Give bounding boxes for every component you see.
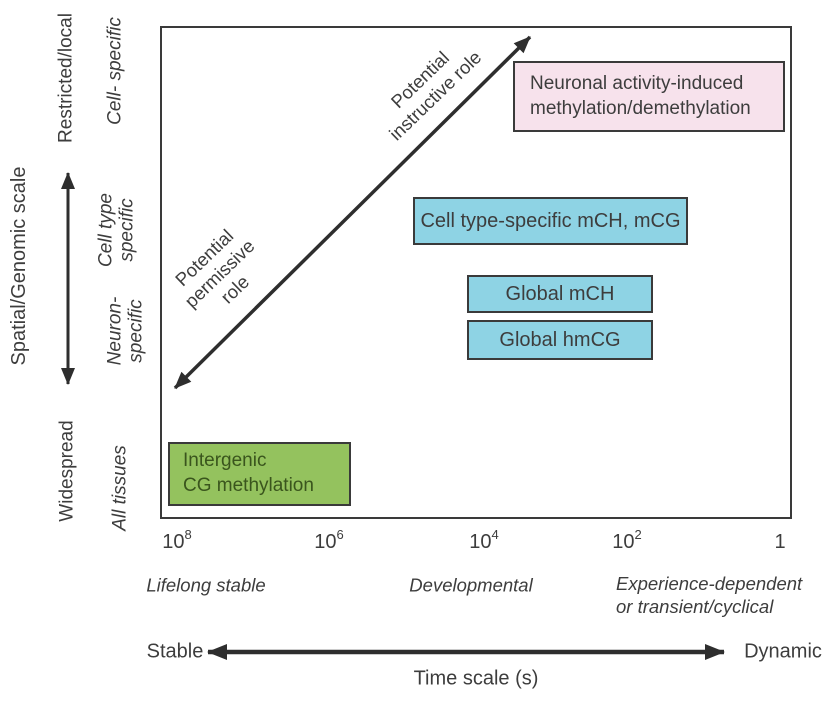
box-global-mch: Global mCH [467,275,653,313]
y-axis-top-label: Restricted/local [55,13,77,143]
tick-exponent: 6 [336,527,344,543]
y-label-cell-type-specific: Cell type specific [95,193,138,267]
x-tick-1: 1 [774,528,785,554]
y-label-all-tissues: All tissues [109,445,131,531]
tick-base: 10 [314,530,337,553]
tick-base: 1 [774,530,786,553]
regime-developmental: Developmental [409,574,533,596]
y-label-neuron-specific: Neuron- specific [104,296,147,366]
box-neuronal-activity-methylation: Neuronal activity-induced methylation/de… [513,61,785,132]
x-tick-1e8: 108 [162,527,192,554]
x-tick-1e6: 106 [314,527,344,554]
tick-exponent: 4 [491,527,499,543]
x-tick-1e2: 102 [612,527,642,554]
dynamic-label: Dynamic [744,640,822,663]
tick-base: 10 [612,530,635,553]
regime-experience-dependent: Experience-dependent or transient/cyclic… [616,573,803,618]
stable-label: Stable [146,640,204,663]
x-tick-1e4: 104 [469,527,499,554]
y-label-cell-specific: Cell- specific [104,17,126,125]
y-axis-title: Spatial/Genomic scale [7,166,30,366]
y-axis-bottom-label: Widespread [56,420,78,522]
box-cell-type-specific-mch-mcg: Cell type-specific mCH, mCG [413,197,688,245]
regime-lifelong-stable: Lifelong stable [146,574,266,596]
box-intergenic-cg-methylation: Intergenic CG methylation [168,442,351,506]
tick-exponent: 8 [184,527,192,543]
tick-exponent: 2 [634,527,642,543]
tick-base: 10 [469,530,492,553]
tick-base: 10 [162,530,185,553]
x-axis-title: Time scale (s) [413,667,539,690]
box-global-hmcg: Global hmCG [467,320,653,360]
